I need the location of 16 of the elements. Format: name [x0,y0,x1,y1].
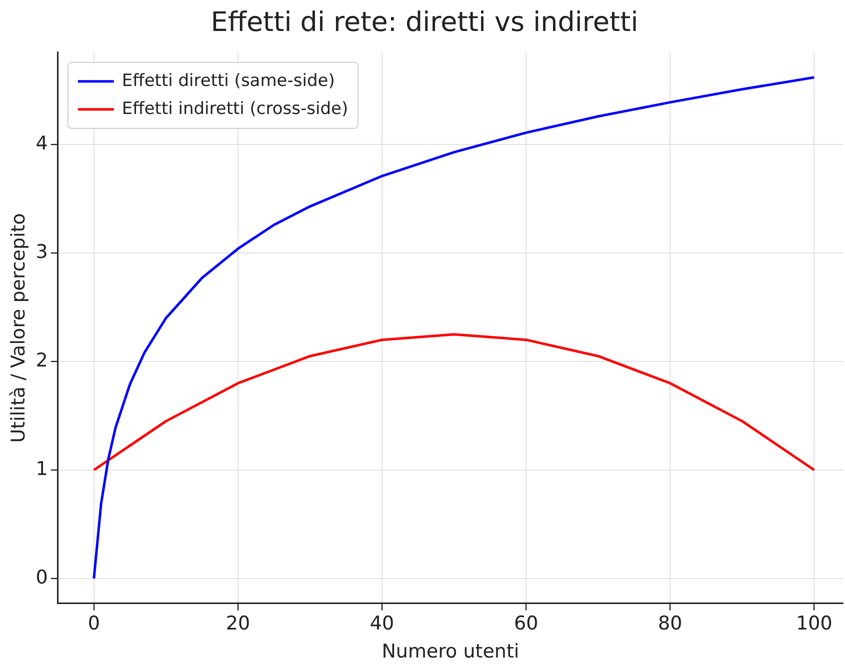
x-tick-label: 40 [370,612,394,635]
x-tick-label: 20 [226,612,250,635]
x-tick-label: 80 [658,612,682,635]
x-tick-label: 0 [88,612,100,635]
y-tick-label: 1 [36,458,48,480]
y-tick-label: 2 [36,349,48,372]
x-axis-title: Numero utenti [382,640,520,663]
legend-label: Effetti indiretti (cross-side) [122,98,348,119]
y-tick-label: 0 [36,566,48,588]
y-tick-label: 4 [36,132,48,155]
y-axis-title: Utilità / Valore percepito [7,213,30,443]
x-tick-label: 100 [796,612,832,635]
chart-title: Effetti di rete: diretti vs indiretti [210,7,638,38]
y-tick-label: 3 [36,240,48,263]
x-tick-label: 60 [514,612,538,635]
legend-label: Effetti diretti (same-side) [122,70,335,91]
